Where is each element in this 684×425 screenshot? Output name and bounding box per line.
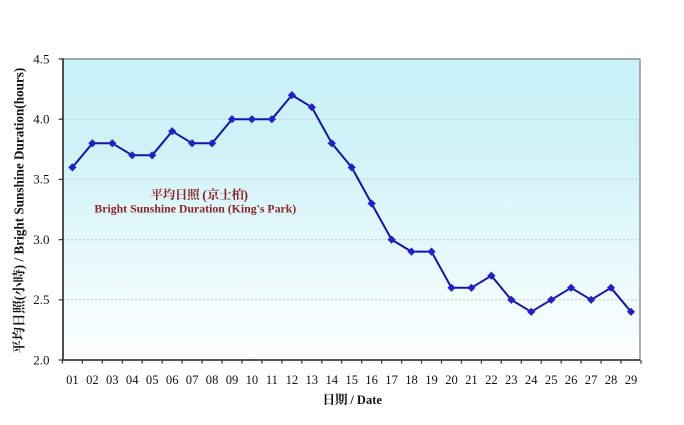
svg-text:3.0: 3.0 (33, 232, 49, 247)
svg-text:/ Date: / Date (347, 393, 382, 407)
svg-text:09: 09 (226, 373, 239, 387)
svg-text:22: 22 (485, 373, 498, 387)
svg-text:4.5: 4.5 (33, 51, 49, 66)
svg-text:07: 07 (186, 373, 199, 387)
svg-text:): ) (244, 187, 249, 203)
svg-text:) / Bright Sunshine Duration(h: ) / Bright Sunshine Duration(hours) (12, 68, 27, 270)
svg-text:(: ( (12, 296, 27, 300)
svg-text:14: 14 (326, 373, 339, 387)
svg-text:2.5: 2.5 (33, 292, 49, 307)
svg-text:13: 13 (306, 373, 319, 387)
svg-text:18: 18 (405, 373, 418, 387)
svg-text:27: 27 (585, 373, 598, 387)
svg-text:26: 26 (565, 373, 578, 387)
svg-text:11: 11 (266, 373, 278, 387)
svg-text:4.0: 4.0 (33, 112, 49, 127)
svg-text:23: 23 (505, 373, 518, 387)
svg-text:08: 08 (206, 373, 219, 387)
svg-text:01: 01 (66, 373, 79, 387)
svg-text:24: 24 (525, 373, 538, 387)
svg-text:(: ( (202, 187, 207, 203)
svg-text:19: 19 (425, 373, 438, 387)
svg-text:25: 25 (545, 373, 558, 387)
svg-text:Bright Sunshine Duration (King: Bright Sunshine Duration (King's Park) (94, 202, 296, 216)
svg-text:15: 15 (345, 373, 358, 387)
svg-text:02: 02 (86, 373, 99, 387)
svg-text:17: 17 (385, 373, 398, 387)
svg-text:05: 05 (146, 373, 159, 387)
svg-text:20: 20 (445, 373, 458, 387)
svg-text:03: 03 (106, 373, 119, 387)
svg-text:12: 12 (286, 373, 299, 387)
svg-text:21: 21 (465, 373, 478, 387)
svg-text:04: 04 (126, 373, 139, 387)
svg-text:3.5: 3.5 (33, 172, 49, 187)
svg-text:2.0: 2.0 (33, 352, 49, 367)
svg-text:29: 29 (625, 373, 638, 387)
svg-text:06: 06 (166, 373, 179, 387)
svg-text:10: 10 (246, 373, 259, 387)
svg-text:16: 16 (365, 373, 378, 387)
svg-text:28: 28 (605, 373, 618, 387)
